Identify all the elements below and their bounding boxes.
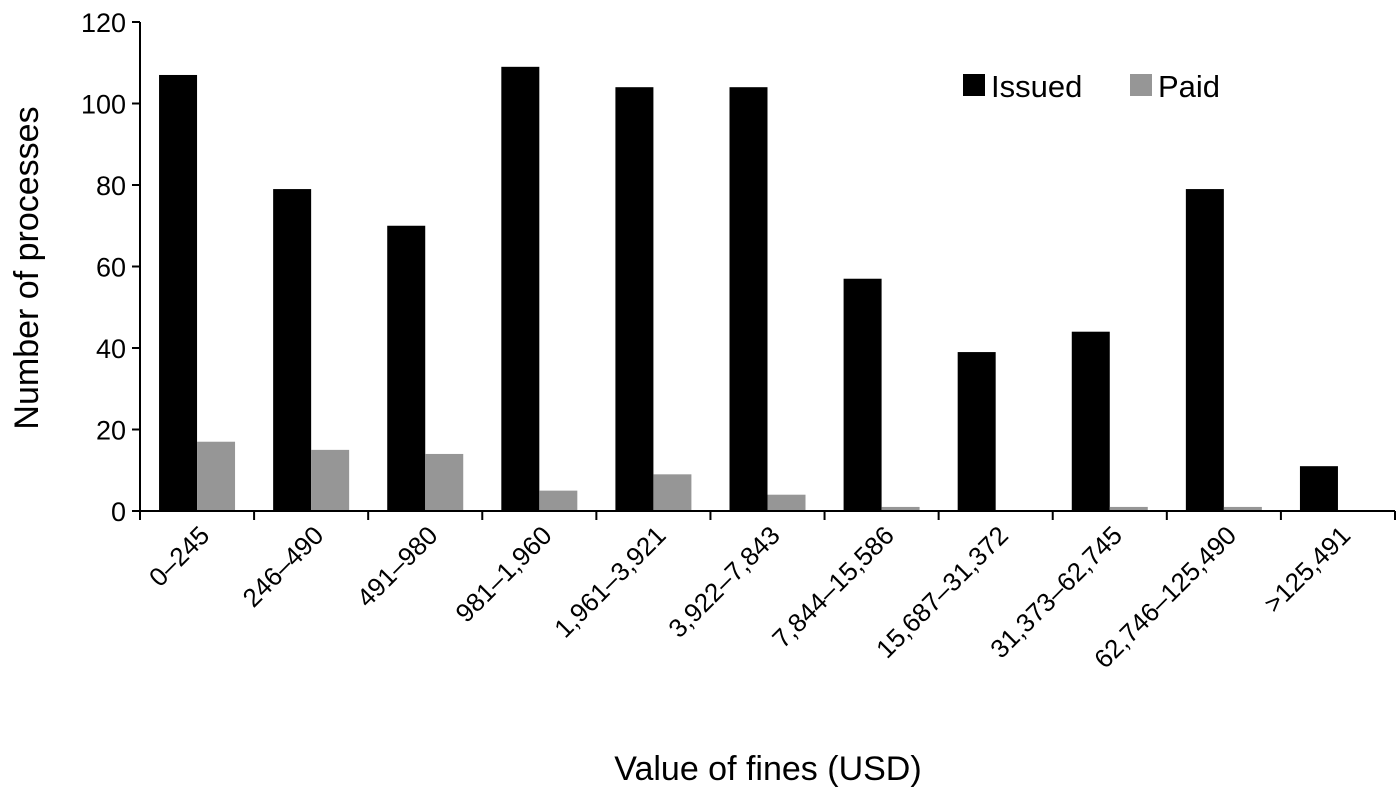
legend-label-paid: Paid — [1158, 69, 1220, 104]
bar-paid-9 — [1223, 506, 1262, 511]
bar-issued-1 — [273, 189, 312, 511]
y-tick-label: 20 — [96, 416, 126, 446]
bar-paid-8 — [1109, 506, 1148, 511]
bar-paid-0 — [197, 441, 236, 511]
bar-paid-4 — [653, 474, 692, 511]
bar-issued-7 — [957, 352, 996, 511]
bar-paid-5 — [767, 494, 806, 511]
y-axis-title: Number of processes — [8, 106, 46, 429]
x-axis-title: Value of fines (USD) — [614, 750, 921, 788]
x-tick-label: 981–1,960 — [449, 520, 557, 628]
legend-swatch-issued — [963, 74, 985, 96]
y-ticks-group: 0 20 40 60 80 100 120 — [81, 8, 140, 527]
x-tick-label: 3,922–7,843 — [662, 520, 785, 643]
bar-issued-2 — [387, 225, 426, 511]
x-tick-label: 246–490 — [237, 520, 330, 613]
y-tick-label: 100 — [81, 90, 126, 120]
y-tick-label: 80 — [96, 171, 126, 201]
bar-paid-3 — [539, 490, 578, 512]
y-tick-label: 40 — [96, 334, 126, 364]
bar-issued-8 — [1071, 331, 1110, 511]
bar-issued-4 — [615, 87, 654, 511]
x-tick-label: 1,961–3,921 — [548, 520, 671, 643]
bar-issued-9 — [1185, 189, 1224, 511]
legend-swatch-paid — [1130, 74, 1152, 96]
bars-group — [159, 66, 1338, 512]
x-ticks-group: 0–245 246–490 491–980 981–1,9601,961–3,9213… — [139, 511, 1396, 674]
bar-paid-2 — [425, 453, 464, 511]
bar-issued-0 — [159, 74, 198, 511]
y-tick-label: 60 — [96, 253, 126, 283]
x-tick-label: 0–245 — [143, 520, 215, 592]
bar-issued-5 — [729, 87, 768, 511]
y-tick-label: 0 — [111, 497, 126, 527]
bar-issued-10 — [1299, 466, 1338, 511]
bar-paid-1 — [311, 449, 350, 512]
bar-issued-6 — [843, 278, 882, 511]
x-tick-label: 491–980 — [351, 520, 444, 613]
x-tick-label: >125,491 — [1258, 520, 1356, 618]
legend: Issued Paid — [963, 69, 1220, 104]
bar-issued-3 — [501, 66, 540, 511]
legend-label-issued: Issued — [991, 69, 1082, 104]
y-tick-label: 120 — [81, 8, 126, 38]
bar-paid-6 — [881, 506, 920, 511]
